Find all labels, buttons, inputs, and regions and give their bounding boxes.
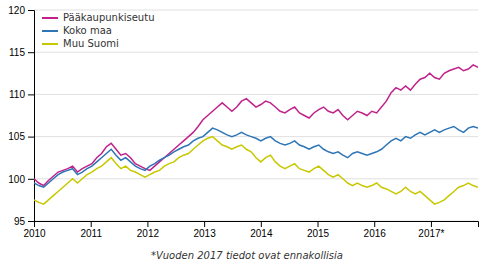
legend-label: Koko maa — [63, 25, 112, 36]
y-tick-mark — [28, 221, 34, 222]
legend-swatch — [42, 43, 58, 45]
footnote: *Vuoden 2017 tiedot ovat ennakollisia — [151, 250, 343, 261]
y-tick-mark — [28, 179, 34, 180]
x-tick-mark — [261, 221, 262, 227]
y-tick-mark — [28, 10, 34, 11]
y-tick-label: 95 — [14, 216, 26, 227]
y-tick-label: 110 — [9, 89, 25, 100]
x-tick-mark — [91, 221, 92, 227]
x-tick: 2015 — [307, 221, 330, 239]
x-tick-mark — [204, 221, 205, 227]
x-tick-mark — [431, 221, 432, 227]
y-tick-label: 115 — [9, 47, 25, 58]
y-tick-label: 100 — [8, 174, 25, 185]
grid — [34, 10, 478, 221]
y-tick: 105 — [8, 131, 34, 142]
legend-item: Pääkaupunkiseutu — [42, 12, 154, 23]
x-tick-mark — [318, 221, 319, 227]
legend-swatch — [42, 30, 58, 32]
x-tick-label: 2014 — [250, 228, 273, 239]
legend-label: Muu Suomi — [63, 38, 119, 49]
x-tick: 2014 — [250, 221, 273, 239]
x-tick: 2016 — [364, 221, 387, 239]
grid-line — [34, 94, 478, 95]
x-tick-mark — [147, 221, 148, 227]
x-tick: 2010 — [23, 221, 46, 239]
y-tick: 115 — [9, 47, 34, 58]
x-tick-label: 2010 — [23, 228, 46, 239]
y-tick-mark — [28, 52, 34, 53]
chart: 2010 2011 2012 2013 2014 2015 2016 2017* 95 100 10… — [0, 0, 494, 265]
y-tick: 120 — [8, 5, 34, 16]
x-axis-line — [35, 222, 479, 228]
x-tick-label: 2012 — [137, 228, 160, 239]
x-tick: 2013 — [193, 221, 216, 239]
x-tick: 2017* — [418, 221, 444, 239]
y-tick: 110 — [9, 89, 34, 100]
x-tick-label: 2011 — [80, 228, 102, 239]
y-axis: 95 100 105 110 115 120 — [8, 5, 34, 227]
plot: 2010 2011 2012 2013 2014 2015 2016 2017* 95 100 10… — [8, 5, 478, 239]
y-tick-label: 105 — [8, 131, 25, 142]
grid-line — [34, 178, 478, 179]
y-tick-mark — [28, 94, 34, 95]
x-tick: 2011 — [80, 221, 102, 239]
x-tick-label: 2016 — [364, 228, 387, 239]
x-tick-label: 2017* — [418, 228, 444, 239]
x-tick-label: 2015 — [307, 228, 330, 239]
legend: Pääkaupunkiseutu Koko maa Muu Suomi — [42, 12, 154, 49]
legend-swatch — [42, 17, 58, 19]
legend-label: Pääkaupunkiseutu — [63, 12, 154, 23]
grid-line — [34, 10, 478, 11]
grid-line — [34, 52, 478, 53]
y-tick: 95 — [14, 216, 34, 227]
x-tick-label: 2013 — [193, 228, 216, 239]
y-tick-mark — [28, 137, 34, 138]
series-line — [34, 137, 478, 205]
legend-item: Muu Suomi — [42, 38, 119, 49]
y-tick-label: 120 — [8, 5, 25, 16]
lines — [34, 65, 478, 204]
y-tick: 100 — [8, 174, 34, 185]
legend-item: Koko maa — [42, 25, 112, 36]
x-tick: 2012 — [137, 221, 160, 239]
x-axis: 2010 2011 2012 2013 2014 2015 2016 2017* — [23, 221, 478, 239]
x-tick-mark — [374, 221, 375, 227]
y-axis-line — [28, 11, 35, 222]
